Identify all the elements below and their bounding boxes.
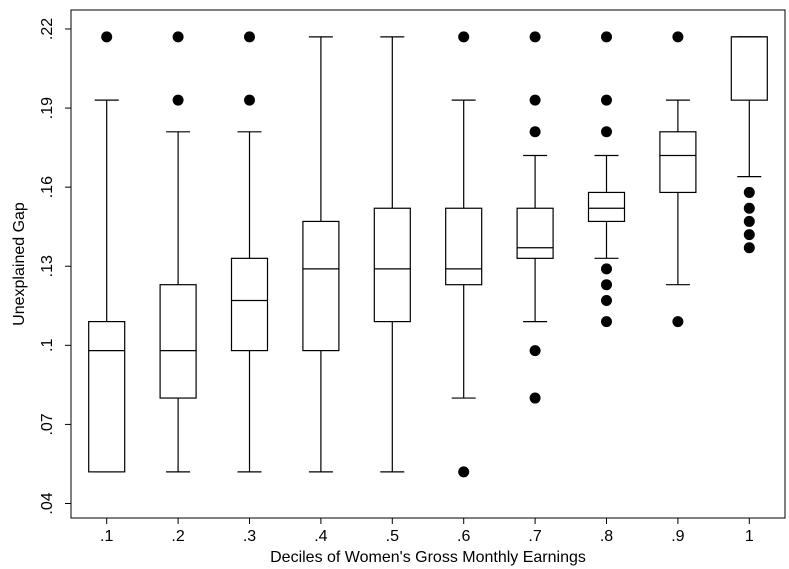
outlier-point — [244, 94, 255, 106]
box-group — [730, 36, 768, 254]
outlier-point — [458, 31, 470, 43]
y-axis-title: Unexplained Gap — [11, 202, 28, 326]
x-tick-label: .5 — [386, 528, 399, 545]
y-axis: .04 .07 .1 .13 .16 .19 .22 — [39, 18, 71, 515]
box-group — [230, 31, 269, 473]
box-group — [373, 36, 411, 473]
x-axis-title: Deciles of Women's Gross Monthly Earning… — [270, 549, 586, 566]
box-iqr — [88, 321, 126, 473]
y-tick-label: .07 — [39, 413, 56, 435]
outlier-point — [743, 202, 755, 214]
outlier-point — [743, 242, 755, 254]
x-tick-label: .4 — [314, 528, 327, 545]
boxes — [88, 31, 768, 478]
outlier-point — [244, 31, 255, 43]
box-group — [516, 31, 554, 404]
outlier-point — [601, 31, 612, 43]
outlier-point — [672, 31, 684, 43]
outlier-point — [101, 31, 113, 43]
y-tick-label: .13 — [39, 255, 56, 277]
x-tick-label: .3 — [243, 528, 256, 545]
outlier-point — [672, 316, 684, 328]
outlier-point — [458, 466, 470, 478]
y-tick-label: .1 — [39, 339, 56, 352]
outlier-point — [601, 263, 612, 275]
box-iqr — [659, 131, 697, 194]
x-tick-label: .7 — [528, 528, 541, 545]
box-iqr — [587, 191, 626, 223]
x-tick-label: .8 — [600, 528, 613, 545]
outlier-point — [601, 295, 612, 307]
outlier-point — [601, 316, 612, 328]
outlier-point — [601, 126, 612, 138]
outlier-point — [529, 392, 541, 404]
x-tick-label: .9 — [671, 528, 684, 545]
box-iqr — [445, 207, 483, 286]
box-iqr — [230, 257, 269, 352]
outlier-point — [743, 229, 755, 241]
y-tick-label: .22 — [39, 18, 56, 40]
box-group — [445, 31, 483, 478]
x-tick-label: .6 — [457, 528, 470, 545]
outlier-point — [172, 31, 184, 43]
box-group — [587, 31, 626, 328]
plot-frame — [70, 9, 786, 519]
x-tick-label: 1 — [745, 528, 754, 545]
y-tick-label: .16 — [39, 176, 56, 198]
x-tick-label: .2 — [171, 528, 184, 545]
outlier-point — [172, 94, 184, 106]
box-group — [88, 31, 126, 473]
box-iqr — [516, 207, 554, 259]
y-tick-label: .04 — [39, 492, 56, 514]
box-group — [159, 31, 197, 473]
outlier-point — [743, 186, 755, 198]
x-tick-label: .1 — [100, 528, 113, 545]
outlier-point — [529, 126, 541, 138]
outlier-point — [529, 345, 541, 357]
outlier-point — [601, 279, 612, 291]
box-group — [659, 31, 697, 328]
box-iqr — [159, 284, 197, 399]
outlier-point — [529, 31, 541, 43]
box-group — [302, 36, 340, 473]
box-iqr — [302, 220, 340, 352]
outlier-point — [743, 215, 755, 227]
box-iqr — [730, 36, 768, 101]
box-iqr — [373, 207, 411, 323]
x-axis: .1 .2 .3 .4 .5 .6 .7 .8 .9 1 — [100, 518, 754, 545]
y-tick-label: .19 — [39, 97, 56, 119]
outlier-point — [601, 94, 612, 106]
outlier-point — [529, 94, 541, 106]
